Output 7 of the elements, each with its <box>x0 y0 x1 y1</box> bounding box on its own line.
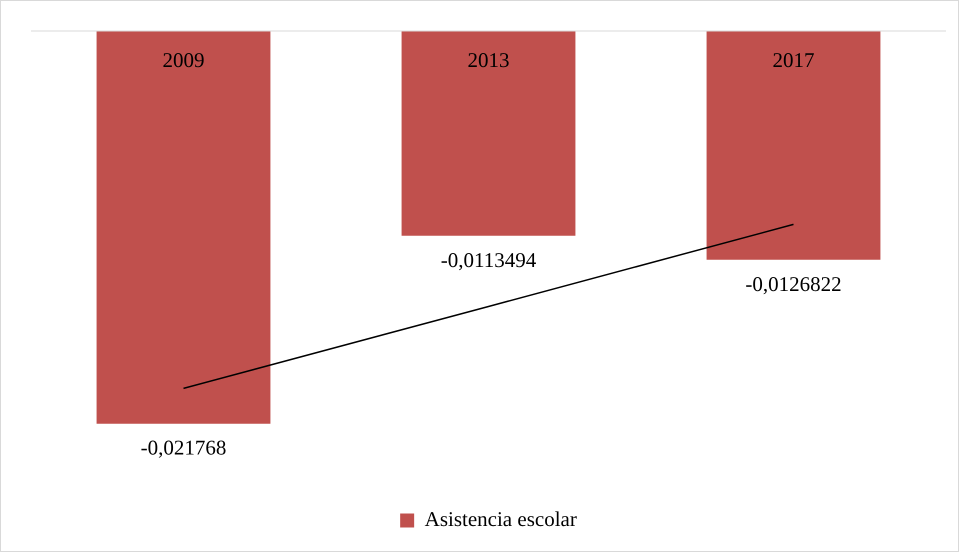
data-label: -0,0113494 <box>440 248 537 272</box>
x-tick-label: 2013 <box>468 48 510 72</box>
x-tick-label: 2009 <box>162 48 204 72</box>
legend-label: Asistencia escolar <box>424 507 577 532</box>
data-label: -0,0126822 <box>745 272 842 296</box>
x-tick-label: 2017 <box>772 48 814 72</box>
data-label: -0,021768 <box>140 436 226 460</box>
